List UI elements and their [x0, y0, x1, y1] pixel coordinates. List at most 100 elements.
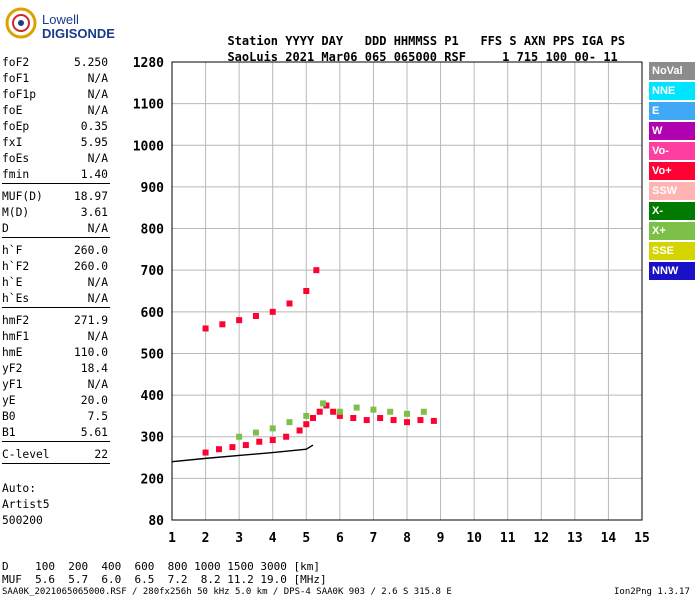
param-row: hmE 110.0 [2, 346, 108, 360]
echo-point [420, 408, 427, 415]
echo-point [303, 288, 310, 294]
param-row: C-level 22 [2, 448, 108, 462]
x-tick-label: 15 [634, 531, 650, 546]
header-label: S [509, 34, 517, 48]
echo-point [216, 446, 222, 453]
echo-point [377, 414, 384, 421]
logo-ring-icon [5, 7, 37, 39]
header-label: FFS [480, 34, 503, 48]
param-name: D [2, 222, 9, 235]
footer-muf-row: MUF 5.6 5.7 6.0 6.5 7.2 8.2 11.2 19.0 [M… [2, 573, 327, 586]
x-tick-label: 1 [168, 531, 176, 546]
param-value: 3.61 [80, 206, 108, 219]
param-row: foEp 0.35 [2, 120, 108, 134]
x-tick-label: 3 [235, 531, 243, 546]
echo-point [219, 321, 226, 328]
header-label: IGA [581, 34, 604, 48]
param-value: 110.0 [73, 346, 108, 359]
param-row: M(D) 3.61 [2, 206, 108, 220]
header-label: AXN [523, 34, 546, 48]
header-value: 715 [516, 50, 539, 64]
header-value: 2021 [285, 50, 315, 64]
logo-text-lowell: Lowell [42, 12, 79, 27]
legend-item-x-: X+ [649, 222, 695, 240]
param-row: foEs N/A [2, 152, 108, 166]
footer-file-info: SAA0K_2021065065000.RSF / 280fx256h 50 k… [2, 587, 452, 597]
x-tick-label: 7 [370, 531, 378, 546]
y-tick-label: 1100 [133, 98, 164, 113]
echo-point [236, 317, 243, 324]
echo-point [236, 433, 243, 440]
digisonde-logo: Lowell DIGISONDE [4, 6, 115, 46]
param-name: yF2 [2, 362, 23, 375]
legend-item-x-: X- [649, 202, 695, 220]
param-name: hmF1 [2, 330, 30, 343]
param-row: h`F 260.0 [2, 244, 108, 258]
footer-version: Ion2Png 1.3.17 [614, 587, 690, 597]
echo-point [336, 412, 343, 419]
param-name: h`Es [2, 292, 30, 305]
echo-point [336, 408, 343, 415]
echo-point [404, 410, 410, 417]
x-tick-label: 13 [567, 531, 583, 546]
header-value: 00- [574, 50, 597, 64]
param-name: hmF2 [2, 314, 30, 327]
param-row: h`F2 260.0 [2, 260, 108, 274]
header-label: DDD [364, 34, 387, 48]
header-value: 100 [545, 50, 568, 64]
header-label: PPS [552, 34, 575, 48]
x-tick-label: 12 [533, 531, 549, 546]
param-value: N/A [87, 88, 108, 101]
echo-point [242, 442, 249, 449]
echo-point [387, 408, 394, 415]
param-value: 0.35 [80, 120, 108, 133]
echo-point [350, 414, 357, 421]
header-label: DAY [321, 34, 344, 48]
param-value: 5.95 [80, 136, 108, 149]
x-tick-label: 6 [336, 531, 344, 546]
y-tick-label: 1000 [133, 139, 164, 154]
param-name: yF1 [2, 378, 23, 391]
trace-line [171, 444, 314, 463]
echo-point [269, 425, 276, 432]
param-name: foEs [2, 152, 30, 165]
param-value: N/A [87, 330, 108, 343]
param-row: fmin 1.40 [2, 168, 108, 182]
param-name: yE [2, 394, 16, 407]
legend-item-nnw: NNW [649, 262, 695, 280]
footer-muf-label: MUF [2, 573, 22, 586]
param-row: B1 5.61 [2, 426, 108, 440]
y-tick-label: 600 [141, 306, 165, 321]
echo-point [303, 421, 310, 428]
echo-point [202, 449, 209, 456]
header-labels: Station YYYY DAY DDD HHMMSS P1 FFS S AXN… [213, 20, 625, 48]
echo-point [252, 312, 259, 319]
param-name: B1 [2, 426, 16, 439]
header-value: 065000 [393, 50, 438, 64]
echo-point [256, 438, 263, 445]
param-name: foE [2, 104, 23, 117]
header-value: SaoLuis [227, 50, 279, 64]
param-value: 18.4 [80, 362, 108, 375]
param-name: h`F2 [2, 260, 30, 273]
param-row: yF1 N/A [2, 378, 108, 392]
x-tick-label: 2 [202, 531, 210, 546]
echo-point [390, 417, 397, 424]
header-label: Station [227, 34, 279, 48]
echo-point [323, 402, 330, 409]
param-row: hmF1 N/A [2, 330, 108, 344]
param-name: B0 [2, 410, 16, 423]
echo-point [417, 417, 424, 424]
param-row: h`E N/A [2, 276, 108, 290]
param-row: foF1 N/A [2, 72, 108, 86]
y-tick-label: 1280 [133, 56, 164, 71]
param-name: foEp [2, 120, 30, 133]
param-row: MUF(D) 18.97 [2, 190, 108, 204]
echo-point [370, 406, 377, 413]
echo-point [286, 419, 293, 426]
legend-item-noval: NoVal [649, 62, 695, 80]
auto-artist: Artist5 [2, 498, 50, 511]
param-separator [2, 463, 110, 464]
footer-d-label: D [2, 560, 9, 573]
echo-point [286, 300, 293, 307]
